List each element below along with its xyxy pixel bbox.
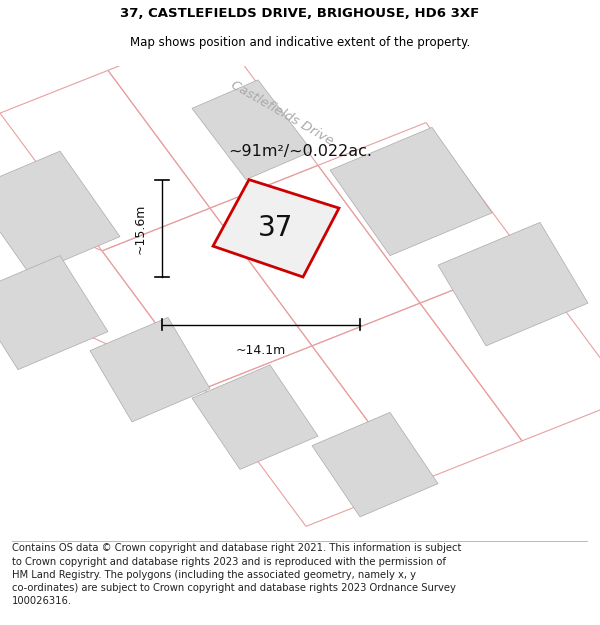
- Text: 37, CASTLEFIELDS DRIVE, BRIGHOUSE, HD6 3XF: 37, CASTLEFIELDS DRIVE, BRIGHOUSE, HD6 3…: [121, 6, 479, 19]
- Polygon shape: [330, 127, 492, 256]
- Text: ~14.1m: ~14.1m: [236, 344, 286, 356]
- Text: Contains OS data © Crown copyright and database right 2021. This information is : Contains OS data © Crown copyright and d…: [12, 544, 461, 606]
- Polygon shape: [312, 412, 438, 517]
- Text: ~15.6m: ~15.6m: [134, 203, 147, 254]
- Polygon shape: [0, 256, 108, 369]
- Polygon shape: [438, 222, 588, 346]
- Text: 37: 37: [259, 214, 293, 242]
- Polygon shape: [213, 179, 339, 277]
- Polygon shape: [90, 318, 210, 422]
- Text: ~91m²/~0.022ac.: ~91m²/~0.022ac.: [228, 144, 372, 159]
- Polygon shape: [192, 365, 318, 469]
- Text: Castlefields Drive: Castlefields Drive: [228, 79, 335, 148]
- Polygon shape: [0, 151, 120, 274]
- Text: Map shows position and indicative extent of the property.: Map shows position and indicative extent…: [130, 36, 470, 49]
- Polygon shape: [192, 80, 312, 179]
